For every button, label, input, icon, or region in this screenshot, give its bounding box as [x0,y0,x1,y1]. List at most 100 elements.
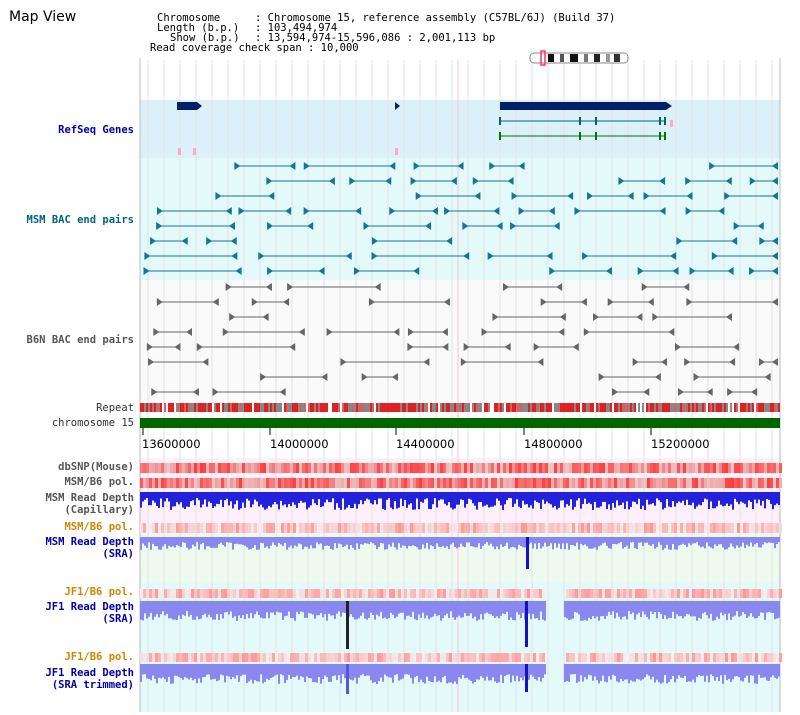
track-label-jf1-b6-pol-trimmed[interactable]: JF1/B6 pol. [64,651,134,663]
jf1-trimmed-depth-bar [386,664,388,677]
msm-sra-depth-bar [564,537,566,550]
jf1-b6-pol-trimmed-heat-cell [416,653,419,662]
msm-b6-pol-heat-cell [377,478,380,488]
b6n-bac-end-marker [643,388,650,396]
repeat-band [410,403,412,412]
track-label-msm-b6-pol-capillary[interactable]: MSM/B6 pol. [64,476,134,488]
msm-b6-pol-heat-cell [779,478,782,488]
axis-tick-label: 13600000 [142,437,201,451]
jf1-b6-pol-trimmed-heat-cell [275,653,278,662]
track-label-msm-bac[interactable]: MSM BAC end pairs [26,214,134,226]
msm-sra-depth-bar [512,537,514,547]
track-label-refseq-genes[interactable]: RefSeq Genes [58,124,134,136]
msm-bac-end-marker [643,192,650,200]
track-label-msm-b6-pol-sra[interactable]: MSM/B6 pol. [64,521,134,533]
dbsnp-heat-cell [566,463,569,473]
jf1-sra-depth-bar [672,601,674,612]
msm-sra-depth-bar [232,537,234,550]
msm-b6-pol-sra-heat-cell [740,523,743,533]
jf1-b6-pol-trimmed-heat-cell [146,653,149,662]
repeat-band [364,403,366,412]
msm-b6-pol-heat-cell [566,478,569,488]
repeat-band [296,403,298,412]
dbsnp-heat-cell [290,463,293,473]
msm-capillary-depth-bar [568,492,570,506]
jf1-b6-pol-trimmed-heat-cell [389,653,392,662]
jf1-trimmed-depth-bar [598,664,600,684]
jf1-trimmed-depth-bar [436,664,438,682]
track-label-dbsnp[interactable]: dbSNP(Mouse) [58,461,134,473]
repeat-band [244,403,246,412]
jf1-trimmed-depth-bar [726,664,728,681]
jf1-trimmed-depth-bar [412,664,414,684]
jf1-sra-depth-bar [462,601,464,618]
msm-b6-pol-sra-heat-cell [434,523,437,533]
msm-b6-pol-heat-cell [383,478,386,488]
jf1-b6-pol-trimmed-heat-cell [467,653,470,662]
jf1-sra-depth-bar [592,601,594,617]
repeat-band [172,403,174,412]
jf1-sra-depth-bar [350,601,352,615]
jf1-trimmed-depth-bar [270,664,272,679]
track-label-b6n-bac[interactable]: B6N BAC end pairs [26,334,134,346]
msm-b6-pol-sra-heat-cell [362,523,365,533]
dbsnp-heat-cell [461,463,464,473]
dbsnp-heat-cell [215,463,218,473]
jf1-sra-depth-bar [378,601,380,617]
msm-sra-depth-bar [766,537,768,544]
msm-b6-pol-sra-heat-cell [545,523,548,533]
jf1-b6-pol-heat-cell [233,589,236,598]
msm-b6-pol-heat-cell [227,478,230,488]
jf1-b6-pol-trimmed-heat-cell [305,653,308,662]
msm-capillary-depth-bar [328,492,330,503]
dbsnp-heat-cell [779,463,782,473]
msm-sra-depth-bar [362,537,364,545]
msm-capillary-depth-bar [526,492,528,505]
jf1-b6-pol-trimmed-heat-cell [212,653,215,662]
b6n-bac-end-marker [283,298,290,306]
msm-sra-depth-bar [388,537,390,545]
jf1-sra-depth-bar [714,601,716,621]
jf1-sra-depth-bar [504,601,506,615]
track-label-msm-depth-capillary[interactable]: MSM Read Depth [45,492,134,504]
dbsnp-heat-cell [644,463,647,473]
jf1-b6-pol-heat-cell [578,589,581,598]
jf1-sra-depth-bar [570,601,572,620]
jf1-b6-pol-trimmed-heat-cell [602,653,605,662]
track-label-msm-depth-sra[interactable]: MSM Read Depth [45,536,134,548]
dbsnp-heat-cell [761,463,764,473]
msm-capillary-depth-bar [704,492,706,499]
jf1-trimmed-depth-bar [694,664,696,683]
ideogram-band [594,54,600,62]
repeat-band [594,403,596,412]
jf1-b6-pol-heat-cell [491,589,494,598]
jf1-b6-pol-heat-cell [392,589,395,598]
msm-b6-pol-heat-cell [611,478,614,488]
msm-b6-pol-sra-heat-cell [440,523,443,533]
repeat-band [184,403,186,412]
jf1-b6-pol-trimmed-heat-cell [332,653,335,662]
jf1-sra-depth-bar [380,601,382,612]
msm-capillary-depth-bar [696,492,698,507]
track-label-jf1-depth-trimmed[interactable]: JF1 Read Depth [45,667,134,679]
msm-b6-pol-sra-heat-cell [731,523,734,533]
jf1-trimmed-depth-bar [424,664,426,684]
repeat-band [542,403,544,412]
dbsnp-heat-cell [419,463,422,473]
track-label-jf1-b6-pol-sra[interactable]: JF1/B6 pol. [64,586,134,598]
jf1-trimmed-depth-bar [488,664,490,681]
msm-b6-pol-heat-cell [341,478,344,488]
jf1-b6-pol-heat-cell [458,589,461,598]
repeat-band [176,403,178,412]
length-key: Length (b.p.) [157,22,240,34]
msm-sra-depth-bar [576,537,578,543]
repeat-band [702,403,704,412]
repeat-band [392,403,394,412]
jf1-trimmed-depth-bar [682,664,684,679]
jf1-b6-pol-trimmed-heat-cell [431,653,434,662]
jf1-trimmed-depth-bar [182,664,184,680]
msm-b6-pol-heat-cell [320,478,323,488]
jf1-trimmed-depth-bar [318,664,320,677]
track-label-jf1-depth-sra[interactable]: JF1 Read Depth [45,601,134,613]
